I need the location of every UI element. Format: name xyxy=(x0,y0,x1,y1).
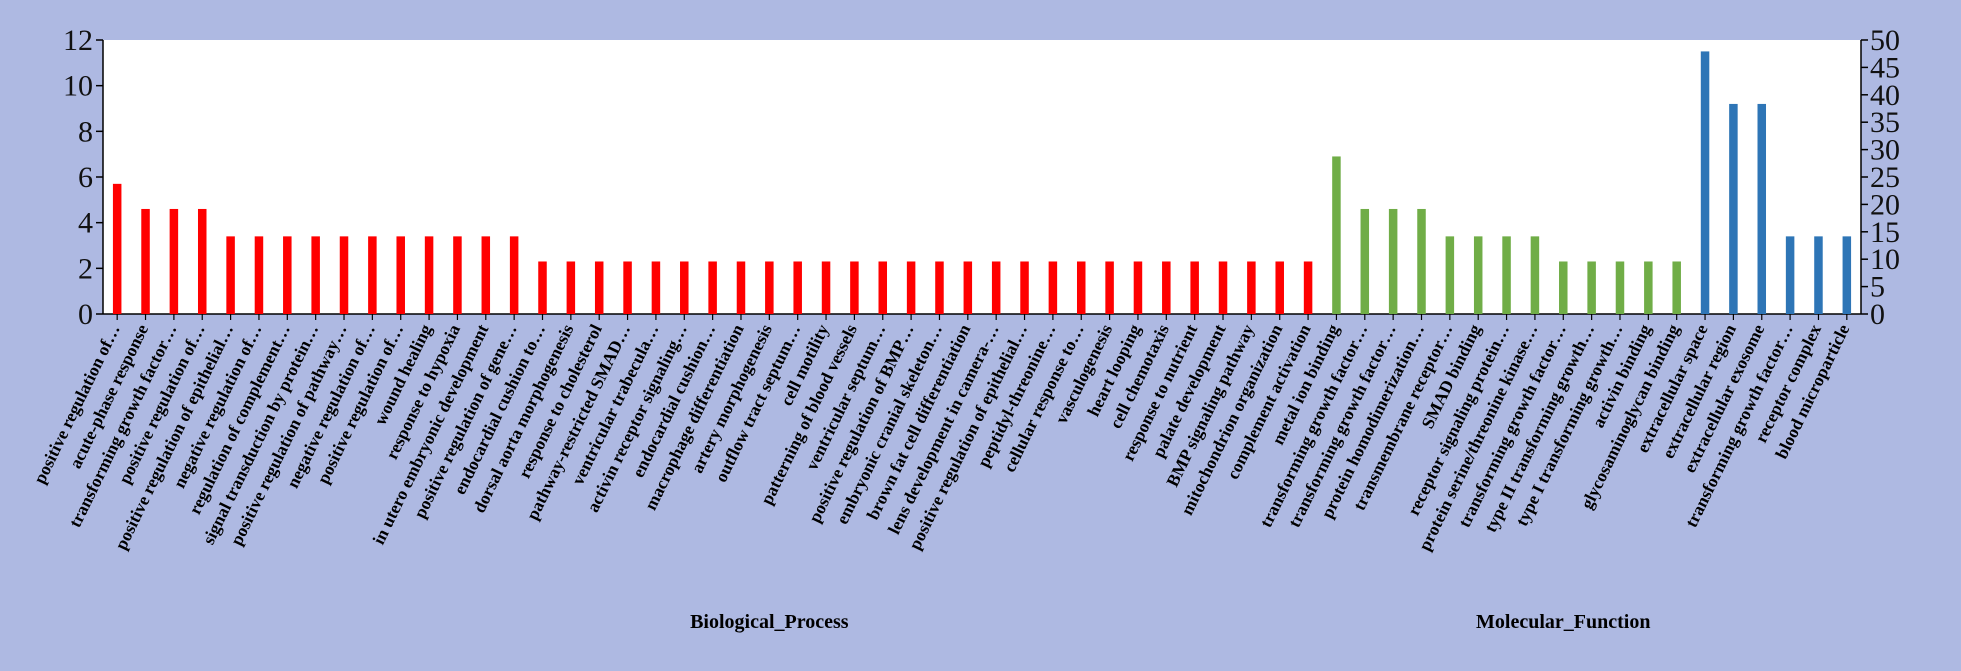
bar xyxy=(1587,261,1596,314)
group-labels: Biological_ProcessMolecular_FunctionCell… xyxy=(690,611,1650,633)
bar xyxy=(424,236,434,314)
bar xyxy=(1502,236,1511,314)
y-tick-label: 4 xyxy=(78,207,93,240)
bar xyxy=(991,261,1001,314)
bar xyxy=(1275,261,1284,314)
y2-tick-label: 30 xyxy=(1870,134,1900,167)
bar xyxy=(1190,261,1199,314)
bar xyxy=(906,261,916,314)
bar xyxy=(141,208,150,314)
group-label: Biological_Process xyxy=(690,611,849,633)
y2-tick-label: 20 xyxy=(1870,188,1900,221)
y-tick-label: 10 xyxy=(63,70,93,103)
y-tick-label: 0 xyxy=(78,298,93,331)
left-axis-ticks: 0 2 4 6 8 10 12 xyxy=(63,24,103,331)
bar xyxy=(765,261,774,314)
y2-tick-label: 35 xyxy=(1870,106,1900,139)
bar xyxy=(1700,51,1710,315)
y2-tick-label: 40 xyxy=(1870,79,1900,112)
bar xyxy=(538,261,547,314)
bar xyxy=(623,261,632,314)
bar xyxy=(680,261,689,314)
bar xyxy=(226,236,235,314)
bar xyxy=(1559,261,1568,314)
bar xyxy=(1133,261,1143,314)
y2-tick-label: 5 xyxy=(1870,271,1885,304)
y2-tick-label: 15 xyxy=(1870,216,1900,249)
bar xyxy=(1303,261,1313,314)
bar xyxy=(594,261,604,314)
y2-tick-label: 10 xyxy=(1870,243,1900,276)
bar xyxy=(1644,261,1653,314)
bar xyxy=(368,236,377,314)
category-labels: positive regulation of…acute-phase respo… xyxy=(29,321,1853,554)
bar xyxy=(878,261,888,314)
bar xyxy=(254,236,264,314)
bar xyxy=(1445,236,1455,314)
bars xyxy=(112,51,1852,320)
plot-area xyxy=(103,40,1861,314)
bar xyxy=(651,261,661,314)
group-label: Molecular_Function xyxy=(1476,611,1650,633)
bar xyxy=(1105,261,1114,314)
bar xyxy=(1729,103,1738,314)
bar xyxy=(169,208,179,314)
bar xyxy=(1247,261,1256,314)
bar xyxy=(1672,261,1681,314)
y2-tick-label: 25 xyxy=(1870,161,1900,194)
y2-tick-label: 0 xyxy=(1870,298,1885,331)
bar xyxy=(1757,103,1767,314)
bar xyxy=(708,261,717,314)
bar xyxy=(1842,236,1852,314)
bar xyxy=(1814,236,1823,314)
bar xyxy=(311,236,320,314)
bar xyxy=(1388,208,1398,314)
y-tick-label: 12 xyxy=(63,24,93,57)
bar xyxy=(481,236,491,314)
bar xyxy=(396,236,405,314)
bar xyxy=(566,261,576,314)
bar xyxy=(850,261,859,314)
y-tick-label: 6 xyxy=(78,161,93,194)
bar xyxy=(197,208,207,314)
bar xyxy=(1332,156,1341,314)
bar xyxy=(821,261,831,314)
bar xyxy=(793,261,802,314)
bar xyxy=(509,236,519,314)
bar xyxy=(339,236,349,314)
y2-tick-label: 50 xyxy=(1870,24,1900,57)
y-tick-label: 2 xyxy=(78,252,93,285)
bar xyxy=(1020,261,1029,314)
bar xyxy=(1076,261,1086,314)
bar xyxy=(1048,261,1058,314)
bar xyxy=(1360,208,1370,314)
bar xyxy=(1530,236,1540,314)
bar xyxy=(736,261,746,314)
bar xyxy=(935,261,944,314)
bar xyxy=(1615,261,1625,314)
bar xyxy=(1417,208,1426,314)
y-tick-label: 8 xyxy=(78,115,93,148)
bar xyxy=(963,261,973,314)
bar xyxy=(1162,261,1171,314)
y2-tick-label: 45 xyxy=(1870,51,1900,84)
bar xyxy=(283,236,292,314)
bar xyxy=(453,236,462,314)
bar xyxy=(1218,261,1228,314)
bar xyxy=(112,183,122,314)
bar xyxy=(1785,236,1795,314)
bar xyxy=(1473,236,1483,314)
